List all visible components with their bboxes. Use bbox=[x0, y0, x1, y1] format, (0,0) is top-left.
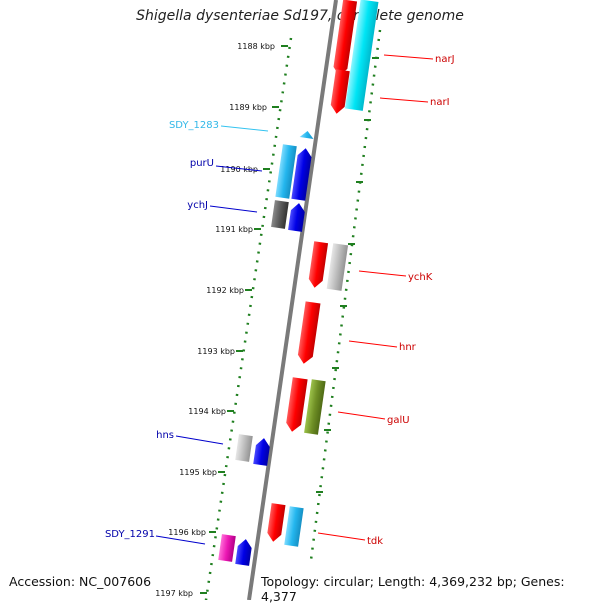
gene-label-tdk[interactable]: tdk bbox=[367, 536, 383, 547]
gene-sky-forward-arrow[interactable] bbox=[275, 144, 297, 199]
gene-label-SDY_1291[interactable]: SDY_1291 bbox=[105, 529, 155, 540]
SDY_1283-leader-line bbox=[220, 125, 269, 132]
gene-olive-reverse-arrow[interactable] bbox=[304, 379, 326, 435]
gene-tdk-arrow[interactable] bbox=[266, 503, 286, 543]
tick-label-1193: 1193 kbp bbox=[197, 347, 235, 356]
tick-label-1197: 1197 kbp bbox=[155, 589, 193, 598]
tdk-leader-line bbox=[317, 532, 366, 541]
gene-label-SDY_1283[interactable]: SDY_1283 bbox=[169, 120, 219, 131]
gene-SDY_1291-arrow[interactable] bbox=[235, 538, 253, 566]
gene-narJ-arrow[interactable] bbox=[332, 0, 358, 77]
kbp-ticks bbox=[200, 45, 288, 594]
narI-leader-line bbox=[379, 97, 429, 103]
gene-label-narI[interactable]: narI bbox=[430, 97, 450, 108]
gene-label-narJ[interactable]: narJ bbox=[435, 54, 455, 65]
ychK-leader-line bbox=[358, 270, 407, 277]
gene-hns-arrow[interactable] bbox=[253, 437, 271, 466]
tick-label-1194: 1194 kbp bbox=[188, 407, 226, 416]
purU-leader-line bbox=[215, 165, 263, 172]
gene-hnr-arrow[interactable] bbox=[297, 301, 321, 365]
tick-label-1191: 1191 kbp bbox=[215, 225, 253, 234]
tick-label-1196: 1196 kbp bbox=[168, 528, 206, 537]
right-ticks bbox=[316, 57, 379, 493]
backbone-line bbox=[247, 0, 338, 600]
gene-grey-reverse-arrow[interactable] bbox=[326, 243, 349, 291]
gene-SDY_1283-arrow[interactable] bbox=[299, 130, 315, 139]
gene-narI-arrow[interactable] bbox=[330, 69, 350, 115]
tick-label-1190: 1190 kbp bbox=[220, 165, 258, 174]
gene-purU-arrow[interactable] bbox=[291, 147, 312, 201]
tick-label-1195: 1195 kbp bbox=[179, 468, 217, 477]
gene-sky-reverse-arrow[interactable] bbox=[284, 506, 304, 547]
gene-cyan-reverse-arrow[interactable] bbox=[344, 0, 379, 111]
galU-leader-line bbox=[337, 411, 386, 420]
gene-light-forward-arrow[interactable] bbox=[235, 434, 253, 462]
gene-label-ychJ[interactable]: ychJ bbox=[187, 200, 208, 211]
ychJ-leader-line bbox=[209, 205, 258, 213]
narJ-leader-line bbox=[383, 54, 434, 60]
gene-label-hns[interactable]: hns bbox=[156, 430, 174, 441]
gene-label-ychK[interactable]: ychK bbox=[408, 272, 433, 283]
map-title: Shigella dysenteriae Sd197, complete gen… bbox=[136, 8, 464, 24]
hnr-leader-line bbox=[348, 340, 398, 348]
tick-label-1192: 1192 kbp bbox=[206, 286, 244, 295]
gene-label-purU[interactable]: purU bbox=[190, 158, 214, 169]
hns-leader-line bbox=[175, 435, 224, 445]
gene-ychK-arrow[interactable] bbox=[308, 241, 329, 289]
gene-ychJ-arrow[interactable] bbox=[288, 202, 306, 232]
tick-label-1189: 1189 kbp bbox=[229, 103, 267, 112]
tick-label-1188: 1188 kbp bbox=[237, 42, 275, 51]
SDY_1291-leader-line bbox=[155, 535, 206, 545]
gene-label-galU[interactable]: galU bbox=[387, 415, 410, 426]
gene-label-hnr[interactable]: hnr bbox=[399, 342, 417, 353]
accession-text: Accession: NC_007606 bbox=[9, 574, 152, 589]
gene-pink-forward-arrow[interactable] bbox=[218, 534, 236, 562]
gene-galU-arrow[interactable] bbox=[285, 377, 308, 433]
gene-dark-forward-arrow[interactable] bbox=[271, 200, 289, 229]
